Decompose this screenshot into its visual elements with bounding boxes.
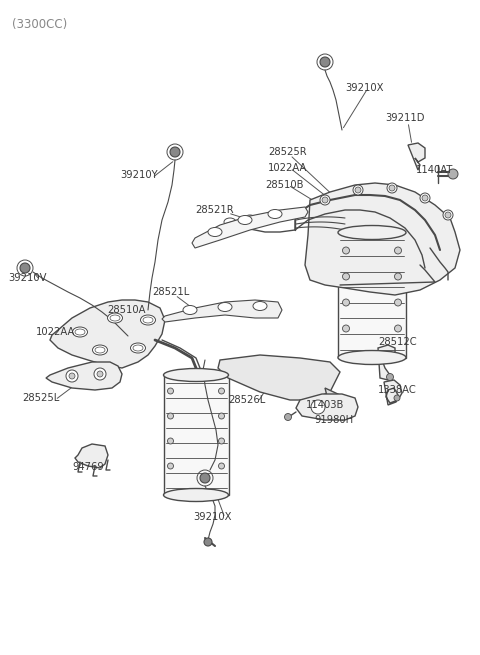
- Text: 39211D: 39211D: [385, 113, 424, 123]
- Text: 1022AA: 1022AA: [268, 163, 307, 173]
- Text: 28525R: 28525R: [268, 147, 307, 157]
- Circle shape: [66, 370, 78, 382]
- Polygon shape: [408, 143, 425, 170]
- Ellipse shape: [268, 210, 282, 219]
- Text: 11403B: 11403B: [306, 400, 344, 410]
- Circle shape: [386, 373, 394, 381]
- Ellipse shape: [338, 350, 406, 364]
- Bar: [164, 375, 228, 495]
- Circle shape: [170, 147, 180, 157]
- Ellipse shape: [108, 313, 122, 323]
- Text: (3300CC): (3300CC): [12, 18, 67, 31]
- Circle shape: [218, 388, 225, 394]
- Polygon shape: [75, 444, 108, 468]
- Ellipse shape: [72, 327, 87, 337]
- Polygon shape: [192, 207, 308, 248]
- Circle shape: [168, 463, 173, 469]
- Text: 1140AT: 1140AT: [416, 165, 454, 175]
- Circle shape: [343, 299, 349, 306]
- Text: 28526L: 28526L: [228, 395, 265, 405]
- Circle shape: [389, 185, 395, 191]
- Ellipse shape: [93, 345, 108, 355]
- Polygon shape: [46, 362, 122, 390]
- Ellipse shape: [253, 301, 267, 310]
- Ellipse shape: [238, 215, 252, 225]
- Ellipse shape: [218, 303, 232, 312]
- Polygon shape: [296, 394, 358, 420]
- Text: 28510B: 28510B: [265, 180, 303, 190]
- Text: 28525L: 28525L: [22, 393, 59, 403]
- Text: 28521L: 28521L: [152, 287, 189, 297]
- Circle shape: [387, 183, 397, 193]
- Circle shape: [94, 368, 106, 380]
- Circle shape: [355, 187, 361, 193]
- Circle shape: [322, 197, 328, 203]
- Circle shape: [420, 193, 430, 203]
- Circle shape: [20, 263, 30, 273]
- Circle shape: [394, 395, 400, 401]
- Circle shape: [395, 299, 401, 306]
- Circle shape: [395, 273, 401, 280]
- Polygon shape: [162, 300, 282, 322]
- Circle shape: [320, 195, 330, 205]
- Circle shape: [445, 212, 451, 218]
- Text: 1338AC: 1338AC: [378, 385, 417, 395]
- Circle shape: [69, 373, 75, 379]
- Ellipse shape: [131, 343, 145, 353]
- Text: 1022AA: 1022AA: [36, 327, 75, 337]
- Polygon shape: [325, 388, 355, 415]
- Circle shape: [343, 247, 349, 254]
- Circle shape: [353, 185, 363, 195]
- Text: 39210X: 39210X: [193, 512, 231, 522]
- Ellipse shape: [141, 315, 156, 325]
- Circle shape: [218, 463, 225, 469]
- Text: 28510A: 28510A: [107, 305, 145, 315]
- Circle shape: [443, 210, 453, 220]
- Circle shape: [168, 438, 173, 444]
- Circle shape: [395, 325, 401, 332]
- Text: 94769: 94769: [72, 462, 104, 472]
- Polygon shape: [218, 355, 340, 400]
- Ellipse shape: [164, 489, 228, 502]
- Circle shape: [168, 413, 173, 419]
- Circle shape: [311, 400, 325, 414]
- Circle shape: [343, 273, 349, 280]
- Text: 39210V: 39210V: [8, 273, 47, 283]
- Ellipse shape: [338, 225, 406, 240]
- Circle shape: [97, 371, 103, 377]
- Circle shape: [204, 538, 212, 546]
- Circle shape: [200, 473, 210, 483]
- Circle shape: [218, 438, 225, 444]
- Polygon shape: [378, 345, 395, 380]
- Ellipse shape: [208, 227, 222, 236]
- Text: 28521R: 28521R: [195, 205, 234, 215]
- Circle shape: [320, 57, 330, 67]
- Polygon shape: [384, 380, 402, 405]
- Circle shape: [168, 388, 173, 394]
- Circle shape: [448, 169, 458, 179]
- Bar: [338, 233, 406, 358]
- Text: 39210Y: 39210Y: [120, 170, 157, 180]
- Circle shape: [343, 325, 349, 332]
- Polygon shape: [305, 183, 460, 295]
- Circle shape: [218, 413, 225, 419]
- Ellipse shape: [183, 305, 197, 314]
- Circle shape: [285, 413, 291, 421]
- Text: 28512C: 28512C: [378, 337, 417, 347]
- Circle shape: [395, 247, 401, 254]
- Polygon shape: [50, 300, 165, 368]
- Circle shape: [422, 195, 428, 201]
- Ellipse shape: [164, 369, 228, 381]
- Text: 39210X: 39210X: [345, 83, 384, 93]
- Text: 91980H: 91980H: [314, 415, 353, 425]
